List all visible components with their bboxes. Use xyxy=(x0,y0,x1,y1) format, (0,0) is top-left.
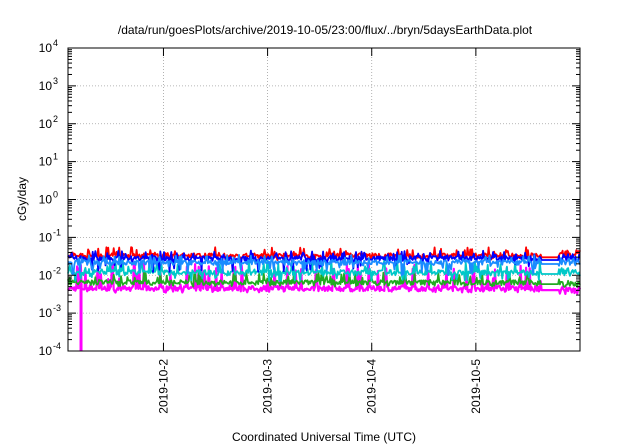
x-tick-label: 2019-10-2 xyxy=(156,359,170,414)
y-tick-label-exponent: 3 xyxy=(53,76,58,86)
series-layer xyxy=(67,246,582,351)
y-tick-label-exponent: 0 xyxy=(53,190,58,200)
y-tick-label-exponent: 4 xyxy=(53,38,58,48)
y-tick-label: 10 xyxy=(39,230,53,244)
y-axis-label: cGy/day xyxy=(15,177,29,221)
x-tick-label: 2019-10-4 xyxy=(365,359,379,414)
y-tick-label: 10 xyxy=(39,306,53,320)
y-tick-label: 10 xyxy=(39,41,53,55)
x-tick-label: 2019-10-3 xyxy=(261,359,275,414)
y-tick-label: 10 xyxy=(39,79,53,93)
x-axis-label: Coordinated Universal Time (UTC) xyxy=(232,430,416,444)
series-line xyxy=(67,254,581,277)
y-tick-label: 10 xyxy=(39,117,53,131)
y-tick-label: 10 xyxy=(39,268,53,282)
y-tick-label: 10 xyxy=(39,344,53,358)
series-line xyxy=(67,271,581,288)
chart-title: /data/run/goesPlots/archive/2019-10-05/2… xyxy=(118,23,533,37)
y-tick-label-exponent: -3 xyxy=(53,303,61,313)
x-tick-label: 2019-10-5 xyxy=(469,359,483,414)
y-tick-label-exponent: 1 xyxy=(53,152,58,162)
y-tick-label-exponent: -1 xyxy=(53,227,61,237)
y-tick-label-exponent: -4 xyxy=(53,341,61,351)
y-tick-label: 10 xyxy=(39,193,53,207)
y-tick-label-exponent: -2 xyxy=(53,265,61,275)
y-tick-label: 10 xyxy=(39,155,53,169)
y-tick-label-exponent: 2 xyxy=(53,114,58,124)
grid-lines xyxy=(68,48,580,351)
